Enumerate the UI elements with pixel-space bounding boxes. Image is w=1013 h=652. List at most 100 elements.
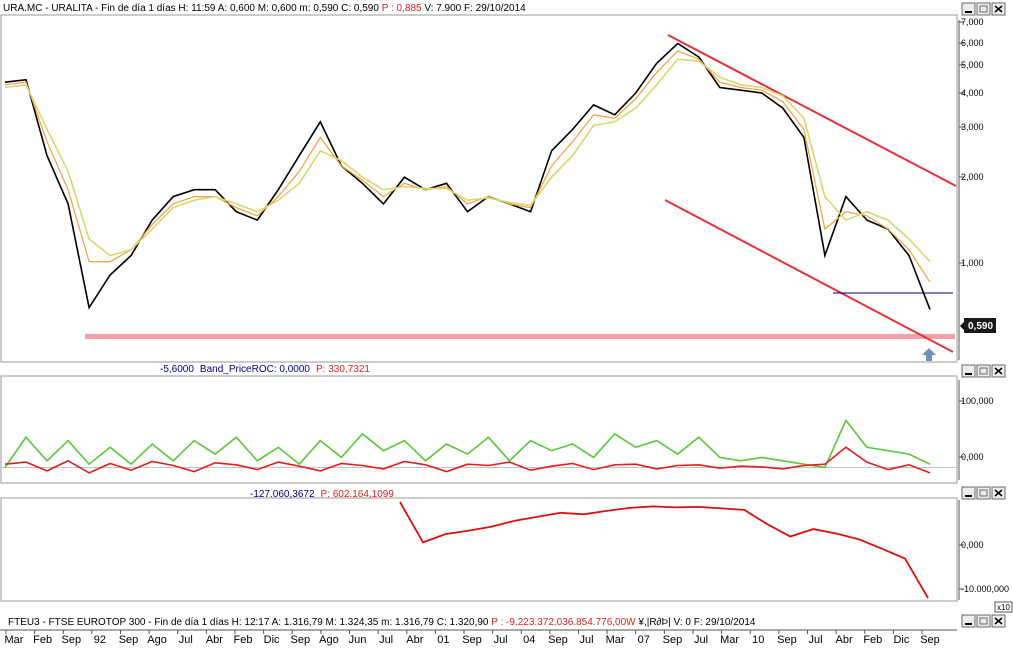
arrow-up-icon — [922, 348, 936, 361]
price-pane-title-prefix: URA.MC - URALITA - Fin de día 1 días H: … — [3, 3, 382, 14]
price-y-tick-label: 6,000 — [961, 38, 984, 48]
x-tick-label: Ago — [147, 634, 167, 646]
roc-pane-title-value: -5,6000 — [160, 364, 194, 375]
scale-note-box — [994, 601, 1013, 613]
price-y-tick-label: 5,000 — [961, 60, 984, 70]
price-pane-title: URA.MC - URALITA - Fin de día 1 días H: … — [3, 3, 526, 14]
price-pane-close-button[interactable] — [991, 2, 1006, 16]
x-tick-label: Sep — [663, 634, 683, 646]
third-pane-minimize-button[interactable] — [961, 486, 976, 500]
bottom-bar-title: FTEU3 - FTSE EUROTOP 300 - Fin de día 1 … — [8, 617, 756, 628]
third-pane-maximize-button[interactable] — [976, 486, 991, 500]
scale-note: x10 — [997, 603, 1010, 612]
roc-pane-window-buttons — [961, 364, 1006, 378]
price-pane: URA.MC - URALITA - Fin de día 1 días H: … — [0, 3, 996, 363]
price-pane-minimize-button[interactable] — [961, 2, 976, 16]
x-tick-label: Sep — [462, 634, 482, 646]
third-pane-title-p: P: 602.164,1099 — [321, 489, 395, 500]
x-tick-label: Abr — [206, 634, 223, 646]
last-price-marker: 0,590 — [960, 318, 996, 333]
bottom-bar: FTEU3 - FTSE EUROTOP 300 - Fin de día 1 … — [0, 614, 1013, 629]
lower-trendline[interactable] — [664, 199, 954, 353]
roc-y-tick-label: 0,000 — [961, 452, 984, 462]
x-tick-label: Mar — [720, 634, 739, 646]
x-tick-label: Sep — [548, 634, 568, 646]
upper-trendline[interactable] — [667, 34, 957, 187]
third-series[interactable] — [399, 501, 929, 599]
moving-average-slow[interactable] — [4, 58, 931, 263]
moving-average-fast[interactable] — [4, 50, 931, 283]
price-y-tick-label: 7,000 — [961, 17, 984, 27]
roc-pane-title-name: Band_PriceROC: 0,0000 — [200, 364, 311, 375]
third-pane-close-button[interactable] — [991, 486, 1006, 500]
x-tick-label: Sep — [920, 634, 940, 646]
bottom-bar-title-prefix: FTEU3 - FTSE EUROTOP 300 - Fin de día 1 … — [8, 617, 491, 628]
bottom-bar-title-suffix: ¥,|R∂Þ| V: 0 F: 29/10/2014 — [636, 617, 756, 628]
x-tick-label: Jul — [494, 634, 508, 646]
bottom-bar-maximize-button[interactable] — [976, 614, 991, 628]
x-tick-label: Abr — [406, 634, 423, 646]
x-tick-label: 01 — [437, 634, 449, 646]
roc-pane-minimize-button[interactable] — [961, 364, 976, 378]
third-pane-window-buttons — [961, 486, 1006, 500]
x-tick-label: Dic — [893, 634, 909, 646]
x-tick-label: Jul — [808, 634, 822, 646]
bottom-bar-window-buttons — [961, 614, 1006, 628]
x-tick-label: Sep — [777, 634, 797, 646]
price-y-tick-label: 1,000 — [961, 258, 984, 268]
roc-pane-maximize-button[interactable] — [976, 364, 991, 378]
x-tick-label: Jul — [694, 634, 708, 646]
x-axis: Mar Feb Sep 92 Sep Ago Jul Abr Feb Dic Sep Ago Jun Ju… — [0, 629, 957, 646]
x-tick-label: Feb — [33, 634, 52, 646]
roc-pane-title-p: P: 330,7321 — [316, 364, 370, 375]
x-tick-label: 07 — [638, 634, 650, 646]
x-tick-label: 04 — [523, 634, 535, 646]
third-pane-title-value: -127.060,3672 — [250, 489, 315, 500]
x-tick-label: Sep — [291, 634, 311, 646]
x-tick-label: Jun — [349, 634, 367, 646]
price-pane-maximize-button[interactable] — [976, 2, 991, 16]
x-tick-label: Jul — [179, 634, 193, 646]
roc-y-tick-label: 100,000 — [961, 396, 994, 406]
x-tick-label: Feb — [863, 634, 882, 646]
roc-series[interactable] — [4, 446, 931, 474]
x-tick-label: Jul — [379, 634, 393, 646]
x-tick-label: Jul — [579, 634, 593, 646]
price-pane-title-suffix: V: 7.900 F: 29/10/2014 — [422, 3, 527, 14]
third-y-tick-label: 0,000 — [961, 540, 984, 550]
roc-pane: -5,6000 Band_PriceROC: 0,0000 P: 330,7321 … — [0, 364, 994, 484]
roc-series-group — [1, 418, 957, 474]
x-tick-label: 10 — [752, 634, 764, 646]
third-pane-title: -127.060,3672 P: 602.164,1099 — [250, 489, 394, 500]
bottom-bar-background — [0, 614, 1013, 629]
price-series-group — [4, 42, 931, 310]
support-line[interactable] — [85, 334, 955, 339]
third-y-tick-label: -10.000,000 — [961, 584, 1009, 594]
roc-band-series[interactable] — [4, 418, 931, 469]
bottom-bar-minimize-button[interactable] — [961, 614, 976, 628]
price-y-tick-label: 2,000 — [961, 172, 984, 182]
bottom-bar-close-button[interactable] — [991, 614, 1006, 628]
price-pane-plot-area — [0, 14, 958, 363]
price-series[interactable] — [4, 42, 931, 310]
x-tick-label: Sep — [62, 634, 82, 646]
x-tick-label: Dic — [264, 634, 280, 646]
last-price-box — [964, 318, 996, 333]
x-tick-label: Sep — [119, 634, 139, 646]
x-tick-label: Mar — [606, 634, 625, 646]
third-series-group — [399, 501, 929, 599]
third-pane: -127.060,3672 P: 602.164,1099 0,000 -10.0… — [0, 489, 1013, 613]
roc-y-axis: 100,000 0,000 — [958, 380, 994, 480]
roc-pane-title: -5,6000 Band_PriceROC: 0,0000 P: 330,7321 — [160, 364, 370, 375]
roc-pane-close-button[interactable] — [991, 364, 1006, 378]
x-tick-label: Ago — [319, 634, 339, 646]
price-y-axis: 7,000 6,000 5,000 4,000 3,000 2,000 1,00… — [958, 17, 984, 360]
bottom-bar-title-p: P : -9.223.372.036.854.776,00W — [491, 617, 636, 628]
price-y-tick-label: 3,000 — [961, 122, 984, 132]
roc-pane-plot-area — [0, 375, 958, 484]
last-price-pointer — [960, 322, 964, 330]
price-pane-window-buttons — [961, 2, 1006, 16]
price-y-tick-label: 4,000 — [961, 88, 984, 98]
